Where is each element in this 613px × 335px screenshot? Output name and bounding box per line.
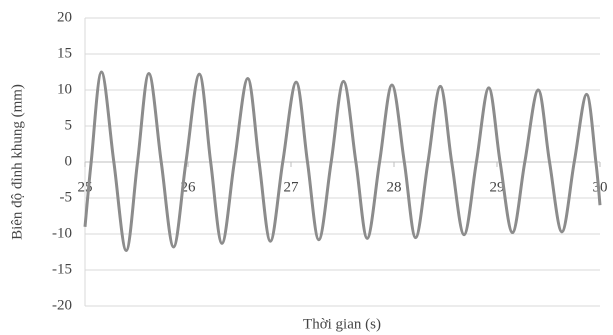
y-tick-label: -5: [60, 189, 73, 205]
y-tick-label: -20: [52, 297, 72, 313]
data-line: [83, 70, 602, 253]
y-tick-label: 0: [65, 153, 73, 169]
x-tick-label: 29: [490, 179, 505, 195]
y-tick-label: 20: [57, 9, 72, 25]
y-tick-label: 10: [57, 81, 72, 97]
x-tick-label: 28: [387, 179, 402, 195]
y-tick-label: 5: [65, 117, 73, 133]
y-axis-label: Biên độ đỉnh khung (mm): [9, 84, 25, 240]
y-tick-label: -10: [52, 225, 72, 241]
y-tick-label: 15: [57, 45, 72, 61]
x-tick-label: 27: [284, 179, 300, 195]
x-axis-label: Thời gian (s): [303, 316, 381, 332]
y-tick-label: -15: [52, 261, 72, 277]
x-tick-label: 30: [593, 179, 608, 195]
